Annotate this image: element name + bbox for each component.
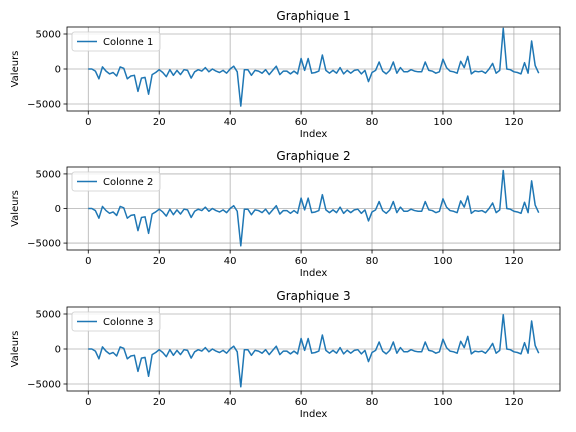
x-tick-label: 60 [295, 397, 308, 408]
legend-box [71, 171, 161, 192]
x-tick-label: 80 [366, 117, 379, 128]
x-tick-label: 120 [504, 256, 523, 267]
x-tick-label: 100 [433, 397, 452, 408]
y-tick-label: 5000 [36, 30, 61, 41]
x-tick-label: 60 [295, 256, 308, 267]
x-tick-label: 20 [153, 256, 166, 267]
y-axis-label: Valeurs [10, 51, 21, 88]
chart-title: Graphique 1 [276, 9, 350, 23]
x-tick-label: 40 [224, 397, 237, 408]
y-tick-label: 0 [55, 345, 61, 356]
legend: Colonne 2 [71, 171, 161, 192]
x-tick-label: 100 [433, 117, 452, 128]
series-line [88, 313, 540, 388]
legend-label: Colonne 2 [103, 177, 153, 188]
chart-panel-3: Graphique 3 0 20 40 60 80 100 120 −5000 0 5000 Inde… [10, 289, 561, 420]
x-tick-label: 40 [224, 117, 237, 128]
x-axis-label: Index [300, 129, 328, 140]
x-axis-label: Index [300, 268, 328, 279]
x-tick-label: 100 [433, 256, 452, 267]
y-tick-label: 0 [55, 204, 61, 215]
x-tick-label: 40 [224, 256, 237, 267]
y-axis-label: Valeurs [10, 190, 21, 227]
y-tick-label: 0 [55, 65, 61, 76]
series-line [88, 169, 540, 247]
legend-label: Colonne 1 [103, 37, 153, 48]
y-tick-label: −5000 [27, 380, 61, 391]
chart-panel-1: Graphique 1 0 20 40 60 80 100 120 −5000 0 5000 Inde… [10, 9, 561, 140]
y-tick-label: 5000 [36, 310, 61, 321]
x-tick-label: 0 [85, 397, 91, 408]
legend: Colonne 1 [71, 31, 161, 52]
x-tick-label: 0 [85, 117, 91, 128]
x-tick-label: 0 [85, 256, 91, 267]
x-tick-label: 80 [366, 256, 379, 267]
y-tick-label: 5000 [36, 169, 61, 180]
y-axis-label: Valeurs [10, 331, 21, 368]
chart-title: Graphique 2 [276, 149, 350, 163]
chart-title: Graphique 3 [276, 289, 350, 303]
legend: Colonne 3 [71, 311, 161, 332]
x-tick-label: 120 [504, 117, 523, 128]
chart-panel-2: Graphique 2 0 20 40 60 80 100 120 −5000 0 5000 Inde… [10, 149, 561, 279]
y-tick-label: −5000 [27, 100, 61, 111]
legend-box [71, 311, 161, 332]
x-tick-label: 20 [153, 117, 166, 128]
x-tick-label: 120 [504, 397, 523, 408]
x-tick-label: 20 [153, 397, 166, 408]
x-axis-label: Index [300, 409, 328, 420]
legend-box [71, 31, 161, 52]
x-tick-label: 60 [295, 117, 308, 128]
y-tick-label: −5000 [27, 239, 61, 250]
x-tick-label: 80 [366, 397, 379, 408]
series-line [88, 27, 540, 107]
legend-label: Colonne 3 [103, 317, 153, 328]
